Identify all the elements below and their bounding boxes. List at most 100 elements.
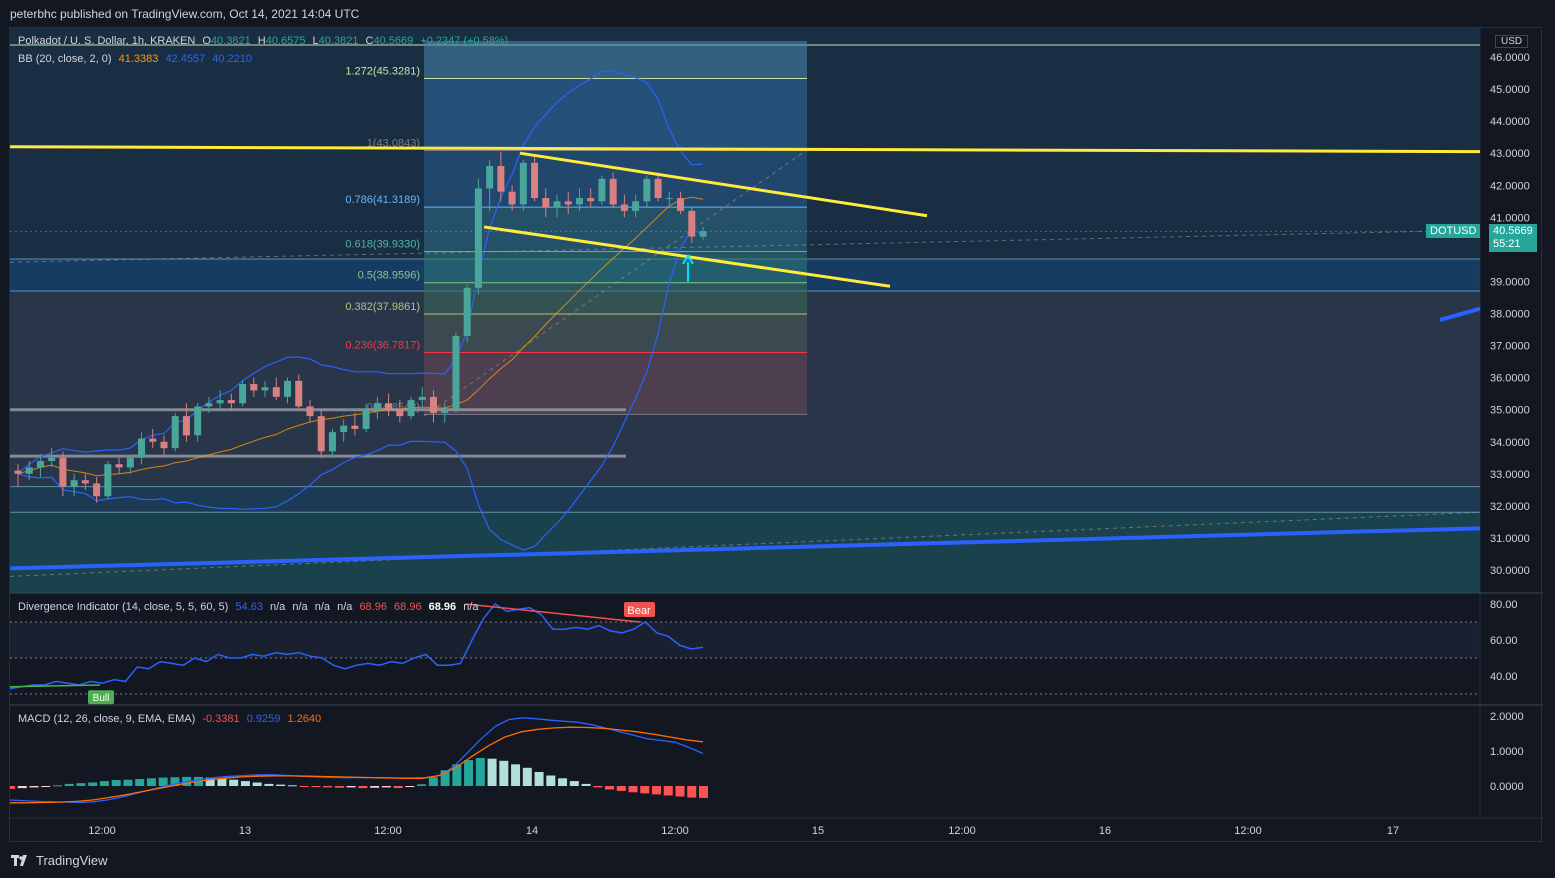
macd-histogram-bar: [464, 760, 474, 786]
candle-body: [227, 400, 235, 404]
macd-histogram-bar: [170, 777, 180, 786]
macd-histogram-bar: [440, 770, 450, 786]
divergence-legend: Divergence Indicator (14, close, 5, 5, 6…: [18, 601, 483, 613]
macd-histogram-bar: [311, 786, 321, 787]
macd-histogram-bar: [663, 786, 673, 796]
macd-histogram-bar: [628, 786, 638, 793]
time-axis-label: 12:00: [1234, 825, 1262, 837]
macd-histogram-bar: [29, 786, 39, 788]
candle-body: [239, 384, 247, 404]
candle-body: [48, 457, 56, 461]
candle-body: [519, 162, 527, 205]
bull-divergence-line: [10, 684, 101, 688]
candle-body: [306, 406, 314, 417]
price-axis-label: 45.0000: [1490, 84, 1530, 96]
macd-histogram-bar: [123, 779, 133, 786]
candle-body: [575, 198, 583, 205]
last-price: 40.5669: [1493, 225, 1533, 237]
price-axis-label: 35.0000: [1490, 405, 1530, 417]
price-axis-label: 33.0000: [1490, 469, 1530, 481]
price-axis-label: 41.0000: [1490, 212, 1530, 224]
tradingview-logo[interactable]: TradingView: [11, 853, 108, 868]
candle-body: [463, 287, 471, 336]
time-axis-label: 13: [239, 825, 251, 837]
macd-signal-line: [10, 726, 704, 804]
bb-title[interactable]: BB (20, close, 2, 0): [18, 53, 112, 65]
bull-tag: Bull: [93, 693, 110, 704]
divergence-title[interactable]: Divergence Indicator (14, close, 5, 5, 6…: [18, 601, 229, 613]
candle-body: [93, 483, 101, 497]
symbol-legend: Polkadot / U. S. Dollar, 1h, KRAKEN O40.…: [18, 35, 512, 47]
macd-histogram-bar: [252, 782, 262, 786]
macd-axis-label: 2.0000: [1490, 711, 1524, 723]
time-axis-label: 17: [1387, 825, 1399, 837]
legend-open: 40.3821: [210, 35, 251, 47]
fib-band: [424, 40, 807, 79]
macd-hist-value: -0.3381: [202, 713, 240, 725]
candle-body: [598, 178, 606, 202]
macd-histogram-bar: [534, 772, 544, 786]
macd-histogram-bar: [217, 778, 227, 786]
channel-upper-yellow: [519, 151, 928, 218]
fib-level-label: 0.5(38.9596): [358, 270, 420, 282]
symbol-title[interactable]: Polkadot / U. S. Dollar, 1h, KRAKEN: [18, 35, 196, 47]
candle-body: [564, 201, 572, 205]
chart-canvas[interactable]: 1.272(45.3281) 1(43.0843) 0.786(41.3189) 0.…: [10, 28, 1543, 843]
macd-histogram-bar: [593, 786, 603, 788]
candle-body: [216, 400, 224, 404]
div-value-4: n/a: [314, 601, 331, 613]
candle-body: [250, 384, 258, 391]
price-axis-label: 36.0000: [1490, 373, 1530, 385]
macd-histogram-bar: [605, 786, 615, 790]
macd-histogram-bar: [111, 780, 121, 786]
macd-histogram-bar: [88, 782, 98, 786]
macd-histogram-bar: [323, 786, 333, 788]
macd-histogram-bar: [10, 786, 15, 789]
price-axis-label: 34.0000: [1490, 437, 1530, 449]
brand-name: TradingView: [36, 853, 108, 868]
fib-level-label: 0.236(36.7817): [345, 340, 420, 352]
macd-histogram-bar: [299, 786, 309, 787]
macd-histogram-bar: [417, 784, 427, 786]
candle-body: [70, 480, 78, 487]
macd-histogram-bar: [699, 786, 708, 798]
symbol-price-tag: DOTUSD: [1426, 224, 1481, 238]
candle-body: [396, 409, 404, 417]
resistance-line-yellow: [10, 145, 1481, 154]
macd-histogram-bar: [240, 781, 250, 786]
macd-histogram-bar: [276, 784, 286, 786]
candle-body: [362, 409, 370, 429]
candle-body: [497, 166, 505, 192]
fib-level-label: 1.272(45.3281): [345, 66, 420, 78]
macd-line: [10, 717, 704, 804]
dashed-trend: [423, 149, 808, 417]
macd-histogram-bar: [546, 775, 556, 786]
dashed-trend: [10, 229, 1481, 263]
macd-histogram-bar: [205, 777, 215, 786]
fib-level-label: 0.618(39.9330): [345, 239, 420, 251]
chart-frame[interactable]: 1.272(45.3281) 1(43.0843) 0.786(41.3189) 0.…: [9, 27, 1543, 843]
divergence-axis-label: 80.00: [1490, 599, 1518, 611]
macd-histogram-bar: [569, 781, 579, 786]
macd-histogram-bar: [616, 786, 626, 791]
macd-histogram-bar: [52, 785, 62, 787]
macd-histogram-bar: [370, 786, 380, 788]
legend-low-label: L: [312, 35, 319, 47]
dashed-trend: [10, 511, 1481, 577]
div-value-5: n/a: [337, 601, 353, 613]
currency-label[interactable]: USD: [1495, 35, 1529, 48]
macd-title[interactable]: MACD (12, 26, close, 9, EMA, EMA): [18, 713, 196, 725]
legend-high-label: H: [257, 35, 266, 47]
published-banner: peterbhc published on TradingView.com, O…: [0, 0, 1555, 27]
macd-histogram-bar: [358, 786, 368, 789]
candle-body: [194, 406, 202, 436]
zone-bottom: [10, 512, 1480, 593]
bear-divergence-line: [464, 603, 641, 623]
candle-body: [284, 380, 292, 397]
divergence-axis-label: 40.00: [1490, 671, 1518, 683]
bb-upper-line: [17, 69, 704, 475]
macd-histogram-bar: [522, 767, 532, 786]
candle-body: [328, 432, 336, 452]
candle-body: [474, 188, 482, 288]
div-value-3: n/a: [292, 601, 308, 613]
